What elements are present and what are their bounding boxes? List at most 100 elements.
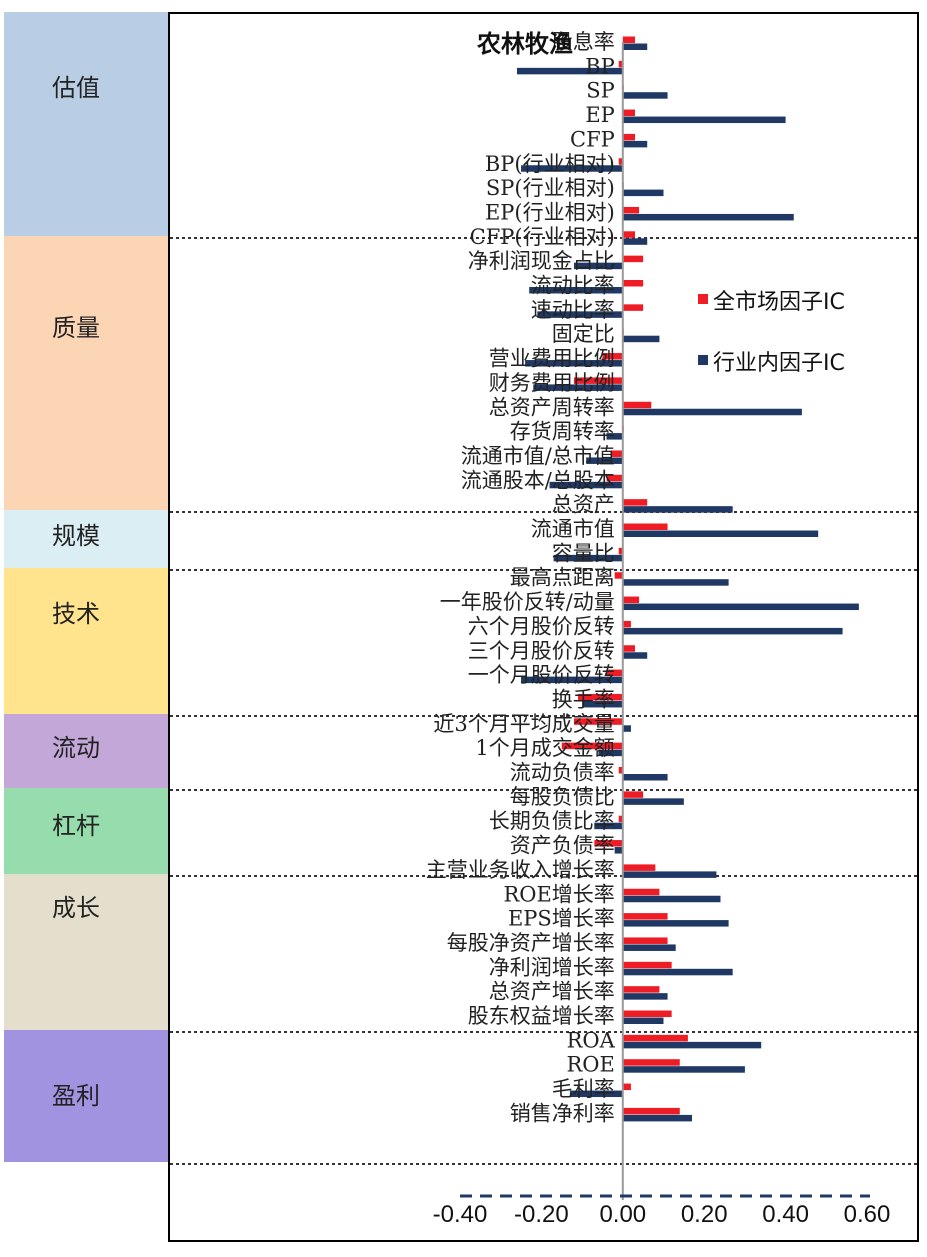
bar-industry <box>586 457 623 464</box>
category-block-6 <box>4 874 170 1030</box>
bar-industry <box>622 1041 762 1049</box>
row-label: EP <box>585 103 614 127</box>
bar-market <box>622 304 644 311</box>
bar-market <box>622 864 656 871</box>
row-label: 流动比率 <box>531 274 615 298</box>
bar-industry <box>622 1114 692 1122</box>
bar-industry <box>622 725 631 732</box>
category-block-7 <box>4 1030 170 1162</box>
bar-industry <box>598 749 623 757</box>
bar-market <box>618 547 623 555</box>
bar-market <box>606 474 623 482</box>
bar-industry <box>622 871 717 878</box>
chart-title: 农林牧渔 <box>476 29 573 58</box>
bar-market <box>622 231 636 238</box>
bar-industry <box>622 944 676 951</box>
bar-industry <box>622 140 648 148</box>
bar-market <box>622 1083 631 1091</box>
bar-industry <box>549 481 623 489</box>
bar-market <box>622 620 631 628</box>
bar-industry <box>622 1066 745 1073</box>
bar-market <box>622 523 668 530</box>
bar-industry <box>594 822 623 830</box>
bar-market <box>622 1059 680 1066</box>
bar-market <box>602 353 623 360</box>
bar-industry <box>622 238 648 245</box>
bar-market <box>622 401 652 409</box>
row-label: 总资产 <box>552 493 615 517</box>
bar-industry <box>622 603 859 611</box>
bar-industry <box>622 189 664 197</box>
row-label: 净利润现金占比 <box>468 249 615 273</box>
row-label: 三个月股价反转 <box>468 639 615 663</box>
category-label: 技术 <box>52 600 100 628</box>
bar-industry <box>606 433 623 440</box>
bar-market <box>622 888 660 896</box>
row-label: 每股负债比 <box>510 785 615 809</box>
bar-industry <box>516 67 623 75</box>
bar-market <box>622 791 644 798</box>
category-label: 杠杆 <box>52 812 100 840</box>
row-label: 固定比 <box>552 322 615 346</box>
bar-market <box>614 572 623 579</box>
bar-industry <box>537 311 623 318</box>
x-tick-label: 0.00 <box>599 1201 646 1228</box>
category-label: 估值 <box>52 74 100 102</box>
row-label: ROA <box>567 1028 616 1052</box>
row-label: SP <box>586 79 615 103</box>
legend-market-label: 全市场因子IC <box>713 290 845 315</box>
bar-industry <box>622 335 660 343</box>
bar-market <box>622 280 644 287</box>
row-label: 1个月成交金额 <box>475 736 614 760</box>
category-label: 质量 <box>52 314 100 342</box>
bar-industry <box>614 847 623 854</box>
row-label: 最高点距离 <box>510 566 615 590</box>
bar-industry <box>622 116 786 124</box>
bar-industry <box>622 530 819 537</box>
bar-market <box>622 986 660 993</box>
row-label: 净利润增长率 <box>489 955 615 979</box>
row-label: 营业费用比例 <box>489 347 615 371</box>
bar-market <box>622 1034 688 1042</box>
bar-market <box>622 961 672 969</box>
bar-industry <box>569 1090 623 1098</box>
row-label: 近3个月平均成交量 <box>433 712 614 736</box>
category-label: 规模 <box>52 522 100 550</box>
row-label: BP <box>585 54 615 78</box>
bar-industry <box>622 895 721 903</box>
bar-industry <box>529 287 623 294</box>
row-label: 长期负债比率 <box>489 809 615 833</box>
bar-industry <box>622 92 668 99</box>
row-label: BP(行业相对) <box>485 152 615 176</box>
bar-industry <box>521 165 623 172</box>
row-label: CFP <box>570 127 615 151</box>
category-label: 盈利 <box>52 1082 100 1110</box>
bar-industry <box>525 360 623 367</box>
legend-market-swatch <box>698 294 708 304</box>
row-label: SP(行业相对) <box>486 176 615 200</box>
row-label: 六个月股价反转 <box>468 614 615 638</box>
row-label: 主营业务收入增长率 <box>426 858 615 882</box>
bar-market <box>573 718 623 725</box>
bar-industry <box>622 627 843 635</box>
category-block-2 <box>4 510 170 568</box>
row-label: 存货周转率 <box>510 420 615 444</box>
bar-market <box>622 937 668 944</box>
bar-chart: 股息率BPSPEPCFPBP(行业相对)SP(行业相对)EP(行业相对)CFP(… <box>170 29 917 1228</box>
bar-market <box>618 158 623 165</box>
row-label: 速动比率 <box>531 298 615 322</box>
bar-market <box>622 499 648 506</box>
row-label: 销售净利率 <box>510 1101 615 1125</box>
bar-industry <box>573 262 623 270</box>
bar-industry <box>521 676 623 684</box>
bar-industry <box>553 554 623 562</box>
category-block-5 <box>4 788 170 874</box>
bar-market <box>618 815 623 823</box>
row-label: 一年股价反转/动量 <box>440 590 615 614</box>
bar-industry <box>622 579 729 586</box>
x-tick-label: -0.20 <box>514 1201 569 1228</box>
category-label: 成长 <box>52 894 100 922</box>
bar-industry <box>622 652 648 659</box>
row-label: 股东权益增长率 <box>468 1004 615 1028</box>
bar-industry <box>622 1017 664 1024</box>
